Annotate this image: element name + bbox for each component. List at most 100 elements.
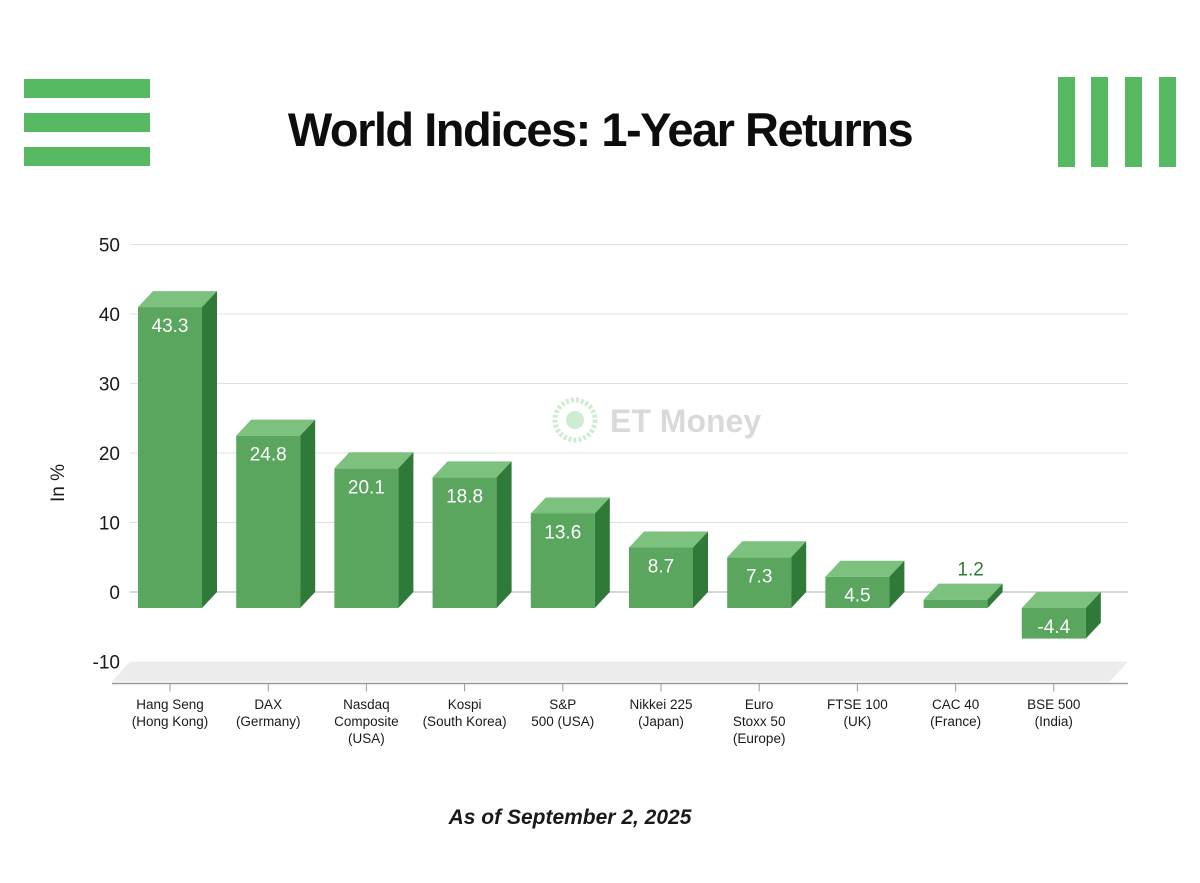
watermark: ET Money [552, 397, 761, 443]
bar-top-face [138, 291, 217, 308]
x-tick-label-line: Nikkei 225 [629, 697, 692, 712]
x-tick-label-line: Kospi [448, 697, 482, 712]
y-tick-label: 0 [109, 583, 120, 604]
data-label: 1.2 [957, 560, 983, 581]
x-tick-label-line: (France) [930, 714, 981, 729]
y-axis-label: In % [48, 464, 69, 502]
x-tick-label-line: FTSE 100 [827, 697, 888, 712]
bar-side-face [594, 497, 610, 608]
watermark-logo-icon [552, 397, 598, 443]
x-tick-label: DAX (Germany) [236, 697, 301, 729]
data-label: 8.7 [648, 557, 674, 578]
bar-side-face [889, 560, 905, 608]
bar-top-face [530, 497, 610, 514]
x-tick-label-line: (Hong Kong) [132, 714, 209, 729]
bar-group: 7.3 [727, 541, 807, 608]
bar-side-face [496, 461, 512, 608]
bar-group: 4.5 [825, 560, 905, 608]
watermark-logo-center-icon [566, 411, 584, 429]
x-tick-label: BSE 500 (India) [1027, 697, 1080, 729]
bar-side-face [398, 452, 414, 608]
bar-top-face [923, 583, 1003, 600]
chart-floor [112, 661, 1128, 682]
bar-top-face [727, 541, 807, 558]
x-tick-label-line: (UK) [844, 714, 872, 729]
data-label: 4.5 [844, 586, 870, 607]
y-tick-label: 30 [99, 375, 120, 396]
bar-group: 8.7 [629, 531, 708, 608]
x-tick-label: Hang Seng (Hong Kong) [132, 697, 209, 729]
x-tick-label: Kospi (South Korea) [423, 697, 507, 729]
x-tick-label: Euro Stoxx 50 (Europe) [733, 697, 786, 746]
bar-side-face [693, 531, 708, 608]
y-tick-label: 40 [99, 305, 120, 326]
bar-group: 24.8 [236, 419, 316, 608]
y-tick-label: 10 [99, 514, 120, 535]
x-tick-label: Nasdaq Composite (USA) [334, 697, 399, 746]
x-tick-label-line: DAX [254, 697, 282, 712]
y-tick-label: -10 [93, 653, 120, 674]
x-tick-label-line: S&P [549, 697, 576, 712]
x-tick-label-line: (South Korea) [423, 714, 507, 729]
x-tick-label: S&P 500 (USA) [531, 697, 594, 729]
menu-stripes-decoration [24, 79, 150, 167]
bar-top-face [432, 461, 512, 478]
x-tick-label-line: (India) [1035, 714, 1073, 729]
bar-group: -4.4 [1021, 592, 1101, 639]
data-label: 13.6 [544, 522, 581, 543]
x-tick-label-line: (Germany) [236, 714, 301, 729]
x-tick-label-line: BSE 500 [1027, 697, 1080, 712]
bar-group: 13.6 [530, 497, 610, 608]
data-label: -4.4 [1037, 617, 1070, 638]
x-tick-label-line: (USA) [348, 731, 385, 746]
x-tick-label-line: Hang Seng [136, 697, 204, 712]
x-tick-label-line: Nasdaq [343, 697, 390, 712]
bar-group: 43.3 [138, 291, 217, 608]
y-tick-label: 50 [99, 236, 120, 257]
chart-title: World Indices: 1-Year Returns [287, 103, 914, 156]
x-tick-label: FTSE 100 (UK) [827, 697, 888, 729]
x-tick-label-line: 500 (USA) [531, 714, 594, 729]
x-tick-label-line: Composite [334, 714, 399, 729]
x-tick-label: CAC 40 (France) [930, 697, 981, 729]
bar-top-face [1021, 592, 1101, 608]
x-tick-label-line: Euro [745, 697, 774, 712]
bar-side-face [300, 419, 316, 608]
bar [1021, 608, 1086, 639]
data-label: 7.3 [746, 566, 772, 587]
bar-side-face [1085, 592, 1101, 639]
bar [236, 435, 301, 608]
bar [530, 513, 595, 608]
as-of-date-footnote: As of September 2, 2025 [448, 806, 692, 829]
bar [432, 477, 497, 608]
bar-side-face [791, 541, 807, 608]
data-label: 20.1 [348, 477, 385, 498]
bar [334, 468, 399, 608]
bar-group: 1.2 [923, 560, 1003, 608]
data-label: 24.8 [250, 445, 287, 466]
bar-top-face [334, 452, 414, 469]
bar-top-face [825, 560, 905, 577]
data-label: 43.3 [152, 316, 189, 337]
x-tick-label-line: Stoxx 50 [733, 714, 786, 729]
bar-group: 20.1 [334, 452, 414, 608]
y-tick-label: 20 [99, 444, 120, 465]
bar-top-face [236, 419, 316, 436]
x-tick-label-line: (Europe) [733, 731, 786, 746]
bar [629, 547, 693, 608]
bar [727, 557, 792, 608]
bar [138, 307, 202, 608]
bar-side-face [202, 291, 217, 608]
bar [825, 576, 890, 608]
watermark-text: ET Money [610, 403, 761, 439]
bars-stripes-decoration [1058, 77, 1176, 167]
bar-group: 18.8 [432, 461, 512, 608]
x-tick-label-line: CAC 40 [932, 697, 979, 712]
x-tick-label-line: (Japan) [638, 714, 684, 729]
x-tick-label: Nikkei 225 (Japan) [629, 697, 692, 729]
data-label: 18.8 [446, 486, 483, 507]
bar-top-face [629, 531, 708, 548]
bar [923, 599, 988, 608]
bar-side-face [987, 583, 1003, 608]
